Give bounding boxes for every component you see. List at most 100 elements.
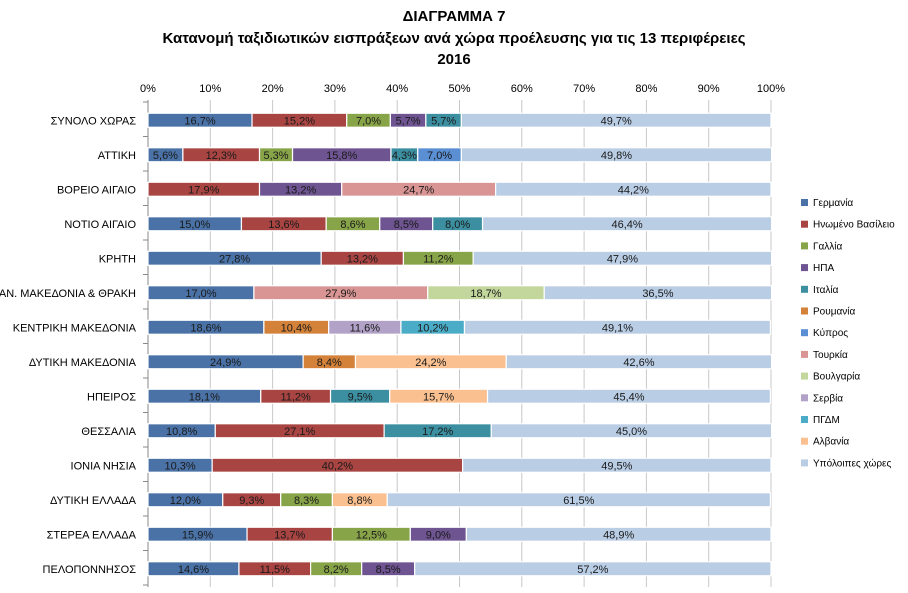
data-label: 16,7% [184,115,215,127]
legend-swatch [801,459,808,467]
legend-swatch [801,199,808,206]
legend-swatch [801,394,808,402]
legend-label: ΗΠΑ [813,263,834,274]
x-tick-label: 70% [573,83,595,95]
y-category-label: ΚΡΗΤΗ [99,253,136,265]
legend-label: Γερμανία [813,197,853,209]
bar-segment [543,285,773,301]
data-label: 24,2% [415,357,446,369]
data-label: 15,8% [326,150,357,162]
data-label: 18,6% [190,322,221,334]
data-label: 12,3% [206,150,237,162]
y-category-label: ΗΠΕΙΡΟΣ [87,391,136,403]
y-category-label: ΑΤΤΙΚΗ [98,150,136,162]
legend-label: Βουλγαρία [813,371,860,383]
legend-swatch [801,307,808,315]
data-label: 10,3% [164,460,195,472]
bar-segment [472,250,773,266]
bar-segment [414,561,772,577]
y-category-label: ΔΥΤΙΚΗ ΜΑΚΕΔΟΝΙΑ [29,357,137,369]
data-label: 11,2% [280,391,311,403]
data-label: 49,1% [602,322,633,334]
data-label: 12,5% [356,529,387,541]
data-label: 24,9% [210,357,241,369]
x-tick-label: 0% [140,83,156,95]
chart-title-3: 2016 [437,51,471,68]
y-category-label: ΒΟΡΕΙΟ ΑΙΓΑΙΟ [57,184,136,196]
y-category-label: ΘΕΣΣΑΛΙΑ [81,426,136,438]
data-label: 27,8% [219,253,250,265]
bar-segment [386,492,771,508]
data-label: 49,5% [601,460,632,472]
x-tick-label: 90% [698,83,720,95]
data-label: 8,3% [294,495,319,507]
legend-label: Σερβία [813,392,843,404]
data-label: 11,2% [423,253,454,265]
data-label: 17,0% [185,288,216,300]
data-label: 57,2% [577,564,608,576]
bar-segment [460,112,772,128]
data-label: 42,6% [623,357,654,369]
data-label: 15,2% [284,115,315,127]
data-label: 13,2% [285,184,316,196]
chart-title-1: ΔΙΑΓΡΑΜΜΑ 7 [402,8,506,25]
y-category-label: ΝΟΤΙΟ ΑΙΓΑΙΟ [64,219,136,231]
x-tick-label: 50% [448,83,470,95]
data-label: 40,2% [322,460,353,472]
bar-segment [490,423,773,439]
bar-segment [462,457,772,473]
y-category-label: ΣΤΕΡΕΑ ΕΛΛΑΔΑ [47,529,137,541]
data-label: 24,7% [403,184,434,196]
legend-label: Αλβανία [813,436,849,448]
data-label: 13,6% [268,219,299,231]
x-tick-label: 40% [386,83,408,95]
data-label: 27,9% [325,288,356,300]
x-tick-label: 20% [262,83,284,95]
legend-swatch [801,350,808,358]
legend-label: Γαλλία [813,240,843,252]
data-label: 10,8% [166,426,197,438]
bar-segment [495,181,772,197]
data-label: 7,0% [427,150,452,162]
legend-swatch [801,416,808,423]
data-label: 4,3% [392,150,417,162]
data-label: 36,5% [642,288,673,300]
data-label: 27,1% [284,426,315,438]
x-tick-label: 100% [757,83,785,95]
data-label: 8,6% [340,219,365,231]
data-label: 46,4% [611,219,642,231]
legend-label: Ρουμανία [813,306,855,318]
data-label: 61,5% [563,495,594,507]
data-label: 49,8% [601,150,632,162]
data-label: 45,0% [616,426,647,438]
bar-segment [486,388,771,404]
data-label: 13,7% [274,529,305,541]
legend-swatch [801,264,808,272]
chart-title-2: Κατανομή ταξιδιωτικών εισπράξεων ανά χώρ… [162,30,746,47]
legend-label: Κύπρος [813,327,848,339]
data-label: 10,4% [281,322,312,334]
data-label: 12,0% [170,495,201,507]
data-label: 9,0% [426,529,451,541]
legend-swatch [801,329,808,337]
data-label: 8,0% [445,219,470,231]
data-label: 5,7% [396,115,421,127]
data-label: 18,1% [189,391,220,403]
data-label: 10,2% [417,322,448,334]
data-label: 15,0% [179,219,210,231]
data-label: 8,8% [347,495,372,507]
y-category-label: ΚΕΝΤΡΙΚΗ ΜΑΚΕΔΟΝΙΑ [13,322,137,334]
y-category-label: ΠΕΛΟΠΟΝΝΗΣΟΣ [43,564,137,576]
legend-label: Τουρκία [813,349,848,361]
data-label: 7,0% [356,115,381,127]
data-label: 45,4% [613,391,644,403]
x-tick-label: 30% [324,83,346,95]
data-label: 8,2% [324,564,349,576]
data-label: 5,6% [153,150,178,162]
bar-segment [460,147,773,163]
data-label: 9,5% [348,391,373,403]
legend-swatch [801,372,808,380]
y-category-label: ΣΥΝΟΛΟ ΧΩΡΑΣ [51,115,137,127]
legend-swatch [801,285,808,293]
data-label: 8,5% [376,564,401,576]
